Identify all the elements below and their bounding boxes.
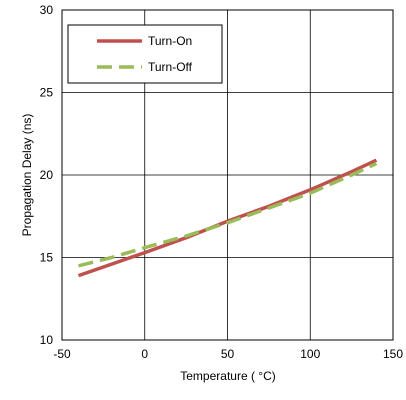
x-tick-label: -50 [53, 347, 71, 361]
y-tick-label: 10 [40, 333, 54, 347]
x-tick-label: 150 [383, 347, 403, 361]
tick-labels: -50 0 50 100 150 10 15 20 25 30 [40, 3, 404, 361]
y-tick-label: 30 [40, 3, 54, 17]
x-tick-label: 50 [221, 347, 235, 361]
legend-label-turn-on: Turn-On [148, 34, 192, 48]
plot-frame [61, 9, 394, 341]
series-line-turn-off [78, 161, 378, 268]
legend-box [67, 24, 223, 84]
legend-label-turn-off: Turn-Off [148, 60, 193, 74]
y-axis-title: Propagation Delay (ns) [20, 114, 34, 237]
y-tick-label: 15 [40, 251, 54, 265]
legend: Turn-On Turn-Off [67, 24, 223, 84]
series-layer [77, 158, 378, 278]
y-tick-label: 25 [40, 86, 54, 100]
y-tick-label: 20 [40, 168, 54, 182]
x-axis-title: Temperature ( °C) [180, 369, 276, 383]
x-tick-label: 100 [300, 347, 320, 361]
x-tick-label: 0 [141, 347, 148, 361]
